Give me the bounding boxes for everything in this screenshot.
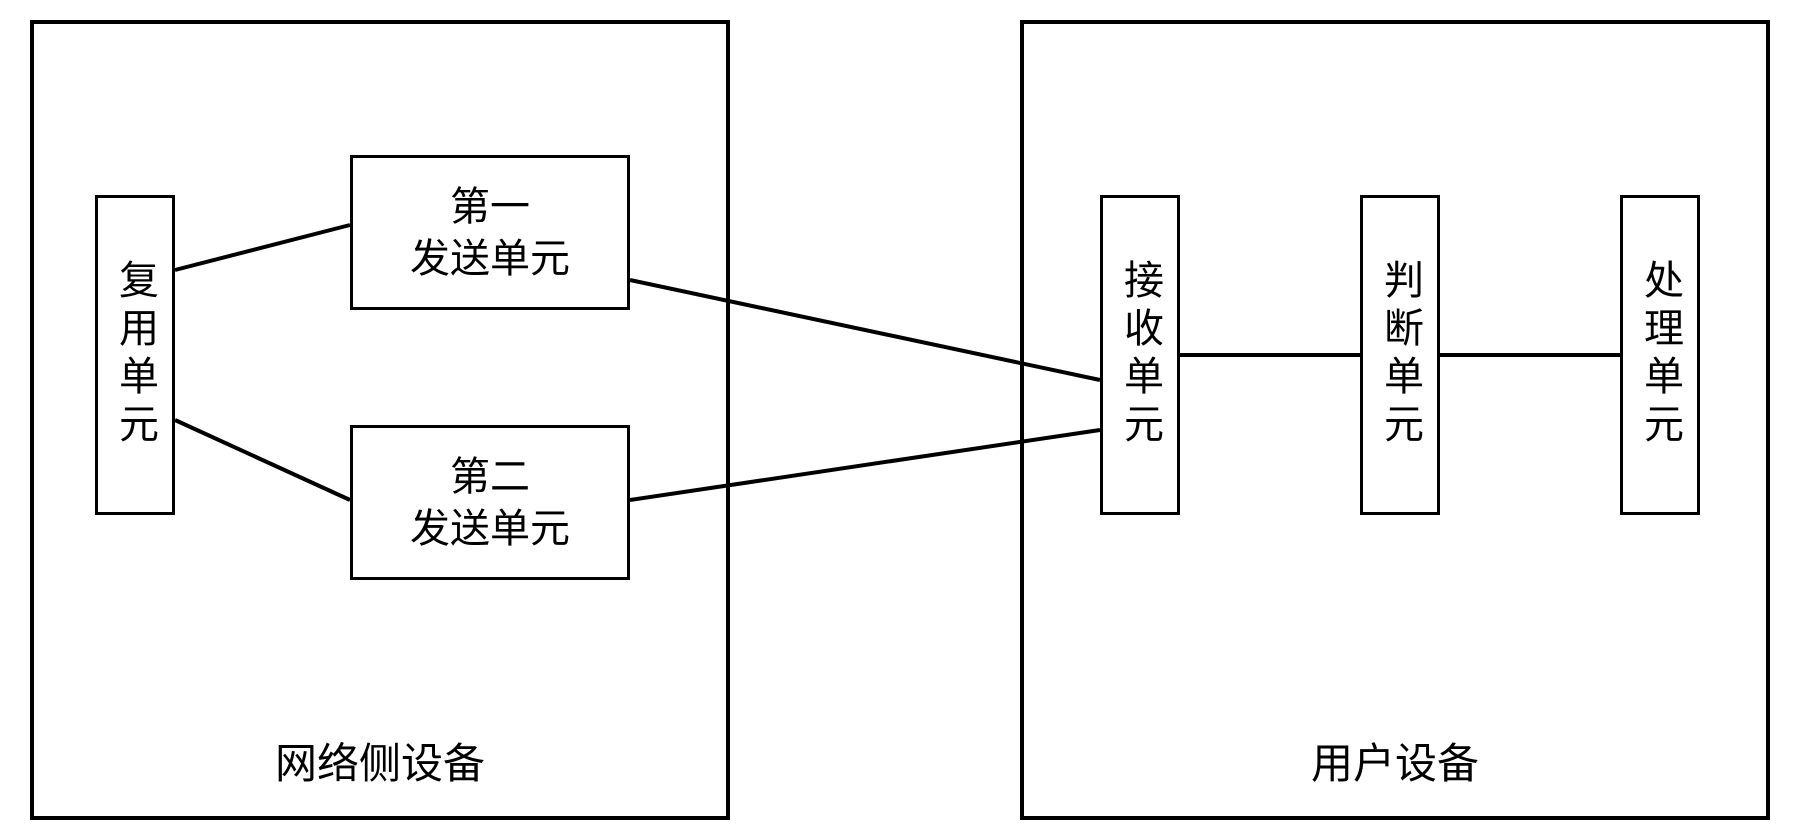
first-send-line1: 第一	[410, 181, 570, 233]
second-send-unit: 第二 发送单元	[350, 425, 630, 580]
second-send-line2: 发送单元	[410, 503, 570, 555]
second-send-unit-label: 第二 发送单元	[410, 451, 570, 555]
second-send-line1: 第二	[410, 451, 570, 503]
receive-unit-label: 接收单元	[1120, 259, 1160, 451]
first-send-unit: 第一 发送单元	[350, 155, 630, 310]
multiplex-unit-label: 复用单元	[115, 259, 155, 451]
first-send-unit-label: 第一 发送单元	[410, 181, 570, 285]
judge-unit: 判断单元	[1360, 195, 1440, 515]
first-send-line2: 发送单元	[410, 233, 570, 285]
network-side-label: 网络侧设备	[30, 730, 730, 791]
receive-unit: 接收单元	[1100, 195, 1180, 515]
judge-unit-label: 判断单元	[1380, 259, 1420, 451]
user-equipment-label: 用户设备	[1020, 730, 1770, 791]
multiplex-unit: 复用单元	[95, 195, 175, 515]
process-unit-label: 处理单元	[1640, 259, 1680, 451]
process-unit: 处理单元	[1620, 195, 1700, 515]
